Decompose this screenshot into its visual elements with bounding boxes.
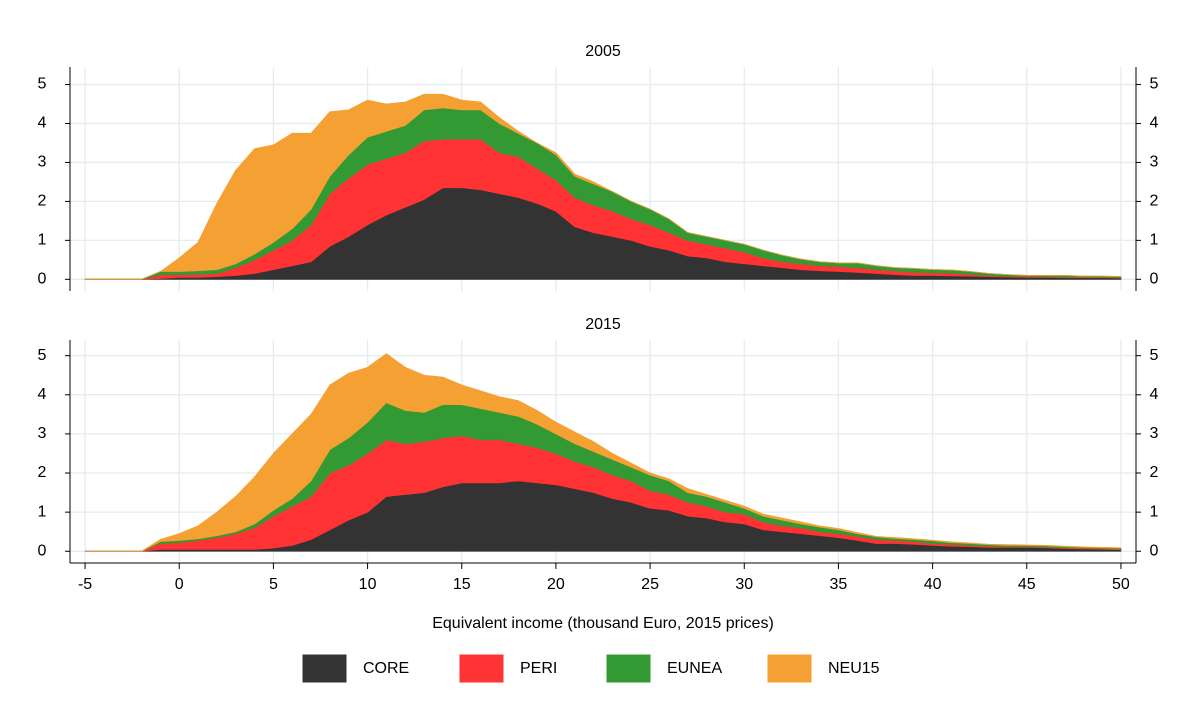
panel-title: 2015 — [585, 316, 621, 333]
legend-swatch — [767, 654, 812, 683]
y-tick-label: 0 — [1150, 271, 1159, 288]
legend-swatch — [459, 654, 504, 683]
y-tick-label: 3 — [38, 425, 47, 442]
y-tick-label: 3 — [38, 154, 47, 171]
y-tick-label: 5 — [1150, 347, 1159, 364]
x-tick-label: 10 — [359, 576, 377, 593]
y-tick-label: 5 — [38, 347, 47, 364]
x-tick-label: -5 — [78, 576, 92, 593]
area — [84, 353, 1122, 552]
y-tick-label: 5 — [38, 76, 47, 93]
x-tick-label: 40 — [924, 576, 942, 593]
legend-label: CORE — [363, 660, 409, 677]
y-tick-label: 4 — [38, 115, 47, 132]
x-tick-label: 35 — [830, 576, 848, 593]
y-tick-label: 4 — [38, 386, 47, 403]
x-tick-label: 5 — [269, 576, 278, 593]
panel-title: 2005 — [585, 43, 621, 60]
x-tick-label: 0 — [175, 576, 184, 593]
area — [84, 93, 1122, 280]
legend-swatch — [606, 654, 651, 683]
y-tick-label: 2 — [38, 464, 47, 481]
legend-label: NEU15 — [828, 660, 880, 677]
y-tick-label: 3 — [1150, 154, 1159, 171]
x-tick-label: 30 — [735, 576, 753, 593]
y-tick-label: 1 — [38, 232, 47, 249]
x-axis-label: Equivalent income (thousand Euro, 2015 p… — [432, 615, 774, 632]
y-tick-label: 2 — [1150, 193, 1159, 210]
legend-label: EUNEA — [667, 660, 722, 677]
y-tick-label: 2 — [1150, 464, 1159, 481]
y-tick-label: 1 — [1150, 232, 1159, 249]
y-tick-label: 5 — [1150, 76, 1159, 93]
y-tick-label: 4 — [1150, 115, 1159, 132]
y-tick-label: 1 — [1150, 503, 1159, 520]
x-tick-label: 15 — [453, 576, 471, 593]
x-tick-label: 20 — [547, 576, 565, 593]
x-tick-label: 45 — [1018, 576, 1036, 593]
legend-swatch — [302, 654, 347, 683]
y-tick-label: 3 — [1150, 425, 1159, 442]
y-tick-label: 2 — [38, 193, 47, 210]
y-tick-label: 0 — [1150, 542, 1159, 559]
y-tick-label: 4 — [1150, 386, 1159, 403]
y-tick-label: 0 — [38, 542, 47, 559]
legend-label: PERI — [520, 660, 557, 677]
x-tick-label: 25 — [641, 576, 659, 593]
y-tick-label: 1 — [38, 503, 47, 520]
x-tick-label: 50 — [1112, 576, 1130, 593]
y-tick-label: 0 — [38, 271, 47, 288]
